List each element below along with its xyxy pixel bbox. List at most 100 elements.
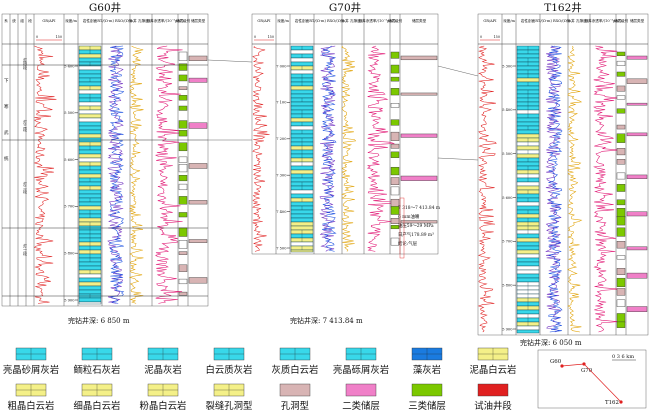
correlation-line — [207, 59, 253, 63]
reservoir-box — [178, 63, 188, 71]
well-title: T162井 — [544, 1, 582, 14]
lith-bed — [78, 109, 102, 115]
legend-item-fine: 细晶白云岩 — [74, 383, 120, 412]
permeability-curve — [366, 45, 396, 252]
lith-bed — [290, 217, 314, 223]
header-depth: 深度/m — [65, 18, 77, 23]
legend-swatch-class2 — [345, 383, 377, 397]
reservoir-box — [616, 208, 626, 218]
reservoir-box — [178, 164, 188, 173]
member-label: 灯四段 — [22, 57, 28, 70]
lith-bed — [516, 325, 540, 331]
lith-bed — [78, 89, 102, 95]
depth-label: 5 500 — [502, 152, 513, 156]
reservoir-box — [390, 51, 400, 59]
total-depth: 完钻井深: 6 050 m — [520, 338, 582, 347]
depth-label: 5 800 — [502, 283, 513, 287]
gr-curve — [252, 45, 270, 252]
lith-bed — [516, 161, 540, 167]
lith-bed — [290, 101, 314, 107]
lith-bed — [290, 85, 314, 91]
header-system: 系 — [4, 18, 8, 23]
facies-box — [188, 277, 208, 284]
lith-bed — [78, 273, 102, 279]
reservoir-box — [178, 120, 188, 129]
porosity-curve — [567, 45, 583, 333]
depth-label: 5 300 — [502, 64, 513, 68]
lith-bed — [290, 213, 314, 219]
header-porosity: 测 井 孔隙度/% — [129, 18, 154, 23]
lith-bed — [78, 217, 102, 223]
permeability-curve — [593, 45, 621, 333]
reservoir-box — [616, 71, 626, 77]
lith-bed — [290, 105, 314, 111]
reservoir-box — [616, 241, 626, 249]
lith-bed — [516, 185, 540, 191]
facies-box — [400, 133, 438, 138]
legend-item-silt: 粉晶白云岩 — [140, 383, 186, 412]
reservoir-box — [616, 321, 626, 328]
reservoir-box — [178, 291, 188, 296]
header-lith: 岩性剖面 — [295, 18, 310, 23]
reservoir-box — [616, 277, 626, 287]
test-note-line: 结论:气层 — [398, 240, 418, 247]
legend-item-calcarenite: 亮晶砂屑灰岩 — [3, 347, 59, 376]
reservoir-box — [616, 288, 626, 296]
depth-label: 5 600 — [64, 158, 75, 162]
gr-curve — [33, 45, 57, 304]
header-series: 统 — [12, 18, 16, 23]
lith-bed — [290, 93, 314, 99]
reservoir-box — [616, 199, 626, 206]
legend-item-dolomitic: 白云质灰岩 — [206, 347, 252, 376]
lith-bed — [516, 257, 540, 263]
facies-box — [400, 220, 438, 224]
reservoir-box — [390, 103, 400, 108]
reservoir-box — [616, 148, 626, 156]
lith-bed — [516, 193, 540, 199]
lith-bed — [78, 157, 102, 163]
legend-swatch-vug — [279, 383, 311, 397]
test-note-line: 日产气178.89 m³ — [398, 231, 434, 238]
legend-item-micrite: 泥晶灰岩 — [144, 347, 182, 376]
permeability-curve — [155, 45, 183, 304]
reservoir-box — [616, 255, 626, 260]
map-section-line — [561, 363, 622, 403]
header-porosity: 测 井 孔隙度/% — [341, 18, 366, 23]
facies-box — [626, 174, 648, 179]
facies-box — [626, 246, 648, 251]
correlation-line — [437, 157, 479, 161]
reservoir-box — [616, 159, 626, 165]
facies-box — [626, 306, 648, 312]
reservoir-box — [390, 143, 400, 149]
reservoir-box — [178, 95, 188, 101]
header-perm: 测井渗透率/(10⁻³μm²) — [584, 18, 622, 23]
lith-bed — [78, 81, 102, 87]
lithology-column — [516, 45, 540, 334]
test-note-line: 6 mm油嘴 — [398, 213, 420, 220]
depth-label: 7 000 — [276, 64, 287, 68]
lith-bed — [290, 57, 314, 63]
lith-bed — [78, 153, 102, 159]
lith-bed — [516, 181, 540, 187]
lith-bed — [516, 77, 540, 83]
reservoir-box — [616, 172, 626, 180]
lith-bed — [290, 61, 314, 67]
facies-box — [626, 78, 648, 84]
lith-bed — [516, 261, 540, 267]
gr-max: 150 — [56, 35, 62, 39]
legend-label: 二类储层 — [342, 400, 380, 412]
series-char: 寒 — [4, 103, 9, 110]
facies-box — [626, 211, 648, 217]
lith-bed — [78, 193, 102, 199]
reservoir-box — [390, 76, 400, 82]
lith-bed — [290, 221, 314, 227]
reservoir-box — [178, 278, 188, 285]
depth-label: 5 800 — [64, 252, 75, 256]
header-reservoir: 储层级别 — [614, 18, 629, 23]
lith-bed — [290, 165, 314, 171]
well-panel-g70: G70井 GR/API 深度/m 岩性剖面 RT/(Ω·m) RXO/(Ω·m)测 井 … — [251, 1, 439, 255]
lith-bed — [290, 49, 314, 55]
reservoir-box — [178, 74, 188, 82]
reservoir-box — [178, 212, 188, 218]
legend-item-oolite: 鲕粒石灰岩 — [74, 347, 120, 376]
